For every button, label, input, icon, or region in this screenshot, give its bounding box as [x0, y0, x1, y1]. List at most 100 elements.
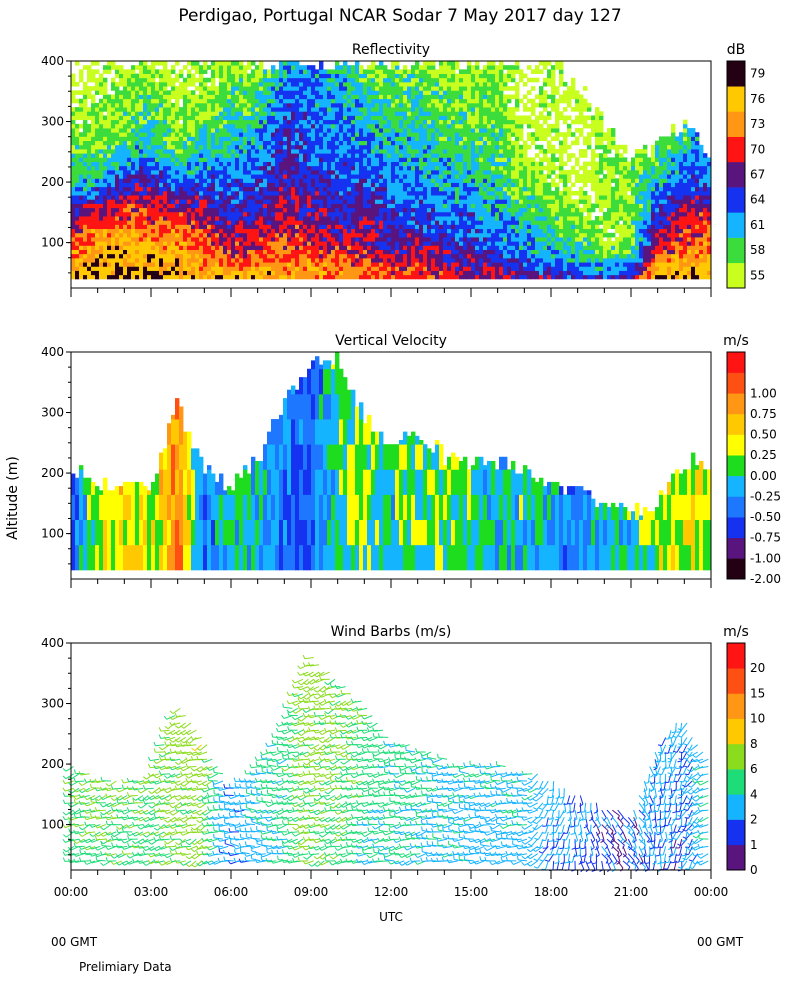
data-cell	[331, 149, 336, 154]
data-cell	[191, 249, 196, 255]
data-cell	[399, 199, 404, 204]
data-cell	[235, 203, 240, 209]
data-cell	[175, 228, 180, 234]
data-cell	[415, 69, 420, 74]
data-cell	[327, 232, 332, 238]
data-cell	[135, 111, 140, 116]
data-cell	[187, 257, 192, 263]
data-cell	[151, 169, 156, 175]
data-cell	[411, 123, 416, 129]
data-cell	[283, 199, 288, 204]
data-cell	[359, 149, 364, 154]
data-cell	[399, 232, 404, 238]
data-cell	[283, 228, 288, 234]
data-cell	[299, 203, 304, 209]
data-cell	[75, 153, 80, 158]
data-cell	[371, 132, 376, 137]
data-cell	[463, 107, 468, 112]
data-cell	[391, 232, 396, 238]
data-cell	[111, 199, 116, 204]
data-cell	[123, 165, 128, 171]
data-cell	[439, 190, 444, 196]
data-cell	[271, 98, 276, 104]
data-cell	[407, 111, 412, 116]
data-cell	[263, 220, 268, 225]
data-cell	[131, 94, 136, 100]
data-cell	[351, 174, 356, 179]
data-cell	[143, 241, 148, 246]
data-cell	[227, 65, 232, 70]
data-cell	[247, 220, 252, 225]
data-cell	[435, 186, 440, 192]
data-cell	[451, 228, 456, 234]
data-cell	[79, 232, 84, 238]
data-cell	[103, 253, 108, 259]
data-cell	[255, 253, 260, 259]
data-cell	[267, 136, 272, 142]
data-cell	[187, 232, 192, 238]
data-cell	[139, 69, 144, 74]
data-cell	[107, 119, 112, 125]
data-cell	[339, 220, 344, 225]
data-cell	[399, 115, 404, 121]
data-cell	[455, 161, 460, 167]
data-cell	[387, 182, 392, 188]
data-cell	[223, 270, 228, 276]
data-cell	[291, 157, 296, 162]
data-cell	[283, 98, 288, 104]
data-cell	[435, 140, 440, 146]
data-cell	[339, 203, 344, 209]
data-cell	[127, 144, 132, 150]
data-cell	[311, 207, 316, 213]
data-cell	[219, 224, 224, 230]
data-cell	[407, 161, 412, 167]
data-cell	[219, 169, 224, 175]
data-cell	[271, 270, 276, 276]
data-cell	[423, 207, 428, 213]
data-cell	[451, 69, 456, 74]
data-cell	[295, 241, 300, 246]
data-cell	[131, 144, 136, 150]
data-cell	[211, 65, 216, 70]
data-cell	[331, 128, 336, 133]
data-cell	[235, 253, 240, 259]
data-cell	[199, 195, 204, 200]
data-cell	[415, 178, 420, 183]
data-cell	[415, 169, 420, 175]
data-cell	[379, 178, 384, 183]
data-cell	[411, 119, 416, 125]
data-cell	[231, 90, 236, 95]
data-cell	[123, 94, 128, 100]
data-cell	[383, 211, 388, 217]
data-cell	[247, 228, 252, 234]
data-cell	[83, 144, 88, 150]
data-cell	[463, 237, 468, 242]
data-cell	[143, 207, 148, 213]
data-cell	[319, 140, 324, 146]
data-cell	[327, 270, 332, 276]
data-cell	[207, 262, 212, 267]
data-cell	[279, 119, 284, 125]
data-cell	[315, 165, 320, 171]
data-cell	[191, 65, 196, 70]
data-cell	[207, 123, 212, 129]
data-cell	[363, 73, 368, 79]
data-cell	[455, 253, 460, 259]
data-cell	[291, 186, 296, 192]
data-cell	[427, 81, 432, 87]
data-cell	[207, 144, 212, 150]
data-cell	[299, 102, 304, 108]
data-cell	[267, 77, 272, 83]
data-cell	[363, 128, 368, 133]
data-cell	[291, 102, 296, 108]
data-cell	[203, 211, 208, 217]
data-cell	[347, 199, 352, 204]
data-cell	[175, 102, 180, 108]
data-cell	[127, 274, 132, 280]
data-cell	[135, 190, 140, 196]
data-cell	[383, 165, 388, 171]
data-cell	[399, 144, 404, 150]
data-cell	[411, 111, 416, 116]
data-cell	[131, 69, 136, 74]
data-cell	[91, 111, 96, 116]
